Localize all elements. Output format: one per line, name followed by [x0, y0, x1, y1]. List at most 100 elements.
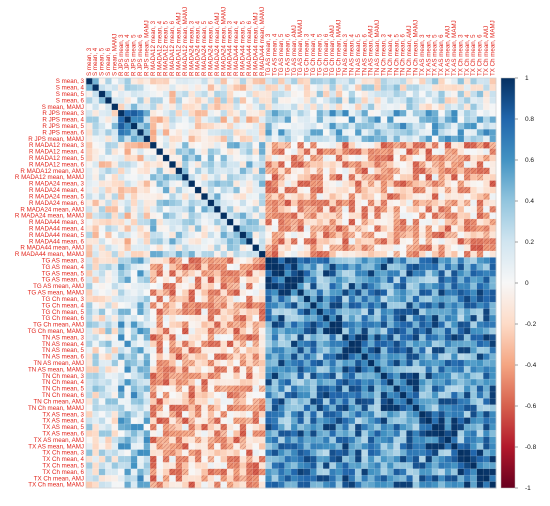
heatmap-cell: [214, 154, 221, 162]
heatmap-cell: [374, 404, 381, 412]
heatmap-cell: [265, 327, 273, 335]
heatmap-cell: [310, 417, 317, 425]
insignificant-cell-hatch: [226, 289, 234, 296]
heatmap-cell: [329, 481, 337, 489]
heatmap-cell: [406, 327, 414, 335]
heatmap-cell: [156, 142, 164, 149]
heatmap-cell: [406, 231, 414, 239]
heatmap-cell: [201, 321, 209, 329]
heatmap-cell: [387, 455, 394, 463]
heatmap-cell: [124, 270, 132, 277]
heatmap-cell: [431, 359, 439, 367]
heatmap-cell: [361, 398, 369, 406]
insignificant-cell-hatch: [239, 423, 247, 431]
heatmap-cell: [463, 366, 471, 373]
heatmap-cell: [367, 321, 375, 329]
heatmap-cell: [374, 244, 381, 252]
heatmap-cell: [483, 417, 490, 425]
row-label: TN Ch mean, 3: [42, 373, 85, 380]
heatmap-cell: [374, 218, 381, 226]
heatmap-cell: [188, 276, 196, 284]
insignificant-cell-hatch: [444, 225, 452, 232]
heatmap-cell: [444, 340, 452, 348]
heatmap-cell: [355, 462, 362, 470]
heatmap-cell: [169, 148, 176, 156]
heatmap-cell: [182, 129, 189, 136]
heatmap-cell: [399, 334, 407, 341]
heatmap-cell: [342, 475, 349, 482]
heatmap-cell: [399, 308, 407, 316]
heatmap-cell: [451, 379, 458, 386]
heatmap-cell: [169, 129, 176, 136]
heatmap-cell: [105, 340, 112, 348]
heatmap-cell: [419, 90, 426, 98]
heatmap-cell: [150, 148, 157, 156]
heatmap-cell: [278, 308, 285, 316]
heatmap-cell: [399, 449, 407, 457]
heatmap-cell: [162, 398, 170, 406]
heatmap-cell: [431, 270, 439, 277]
heatmap-cell: [489, 385, 497, 393]
heatmap-cell: [348, 334, 356, 341]
row-label: R JPS mean, 5: [42, 123, 84, 130]
heatmap-cell: [201, 295, 209, 303]
heatmap-cell: [220, 142, 228, 149]
insignificant-cell-hatch: [438, 174, 445, 181]
heatmap-cell: [367, 97, 375, 104]
heatmap-cell: [291, 103, 298, 111]
heatmap-cell: [118, 379, 125, 386]
heatmap-cell: [233, 142, 241, 149]
insignificant-cell-hatch: [316, 167, 324, 175]
heatmap-cell: [355, 218, 362, 226]
heatmap-cell: [431, 302, 439, 309]
heatmap-cell: [431, 244, 439, 252]
heatmap-cell: [239, 90, 247, 98]
insignificant-cell-hatch: [367, 231, 375, 239]
heatmap-cell: [342, 270, 349, 277]
heatmap-cell: [169, 218, 176, 226]
heatmap-cell: [431, 90, 439, 98]
heatmap-cell: [233, 161, 241, 168]
heatmap-cell: [226, 372, 234, 380]
heatmap-cell: [419, 276, 426, 284]
heatmap-cell: [182, 78, 189, 85]
heatmap-cell: [265, 97, 273, 104]
heatmap-cell: [483, 129, 490, 136]
heatmap-cell: [374, 135, 381, 143]
heatmap-cell: [367, 206, 375, 213]
heatmap-cell: [323, 129, 330, 136]
insignificant-cell-hatch: [348, 193, 356, 200]
heatmap-cell: [374, 430, 381, 438]
insignificant-cell-hatch: [348, 174, 356, 181]
heatmap-cell: [335, 257, 343, 265]
heatmap-cell: [348, 340, 356, 348]
heatmap-cell: [291, 270, 298, 277]
heatmap-cell: [137, 462, 144, 470]
heatmap-cell: [380, 270, 388, 277]
insignificant-cell-hatch: [470, 142, 477, 149]
heatmap-cell: [444, 238, 452, 245]
heatmap-cell: [303, 391, 311, 399]
heatmap-cell: [162, 263, 170, 271]
heatmap-cell: [380, 257, 388, 265]
heatmap-cell: [476, 423, 484, 431]
insignificant-cell-hatch: [150, 436, 157, 444]
heatmap-cell: [118, 193, 125, 201]
heatmap-cell: [246, 122, 253, 130]
insignificant-cell-hatch: [483, 142, 490, 149]
insignificant-cell-hatch: [207, 436, 215, 444]
heatmap-cell: [271, 270, 279, 277]
insignificant-cell-hatch: [220, 430, 227, 437]
colorbar: 10.80.60.40.20-0.2-0.4-0.6-0.8-1: [500, 75, 537, 492]
heatmap-cell: [335, 78, 343, 85]
heatmap-cell: [489, 257, 497, 265]
heatmap-cell: [348, 103, 356, 111]
heatmap-cell: [124, 366, 132, 373]
insignificant-cell-hatch: [380, 180, 388, 187]
heatmap-cell: [111, 78, 119, 85]
heatmap-cell: [265, 340, 273, 348]
heatmap-cell: [367, 116, 375, 124]
heatmap-cell: [92, 391, 100, 399]
insignificant-cell-hatch: [252, 353, 259, 360]
heatmap-cell: [329, 391, 337, 399]
